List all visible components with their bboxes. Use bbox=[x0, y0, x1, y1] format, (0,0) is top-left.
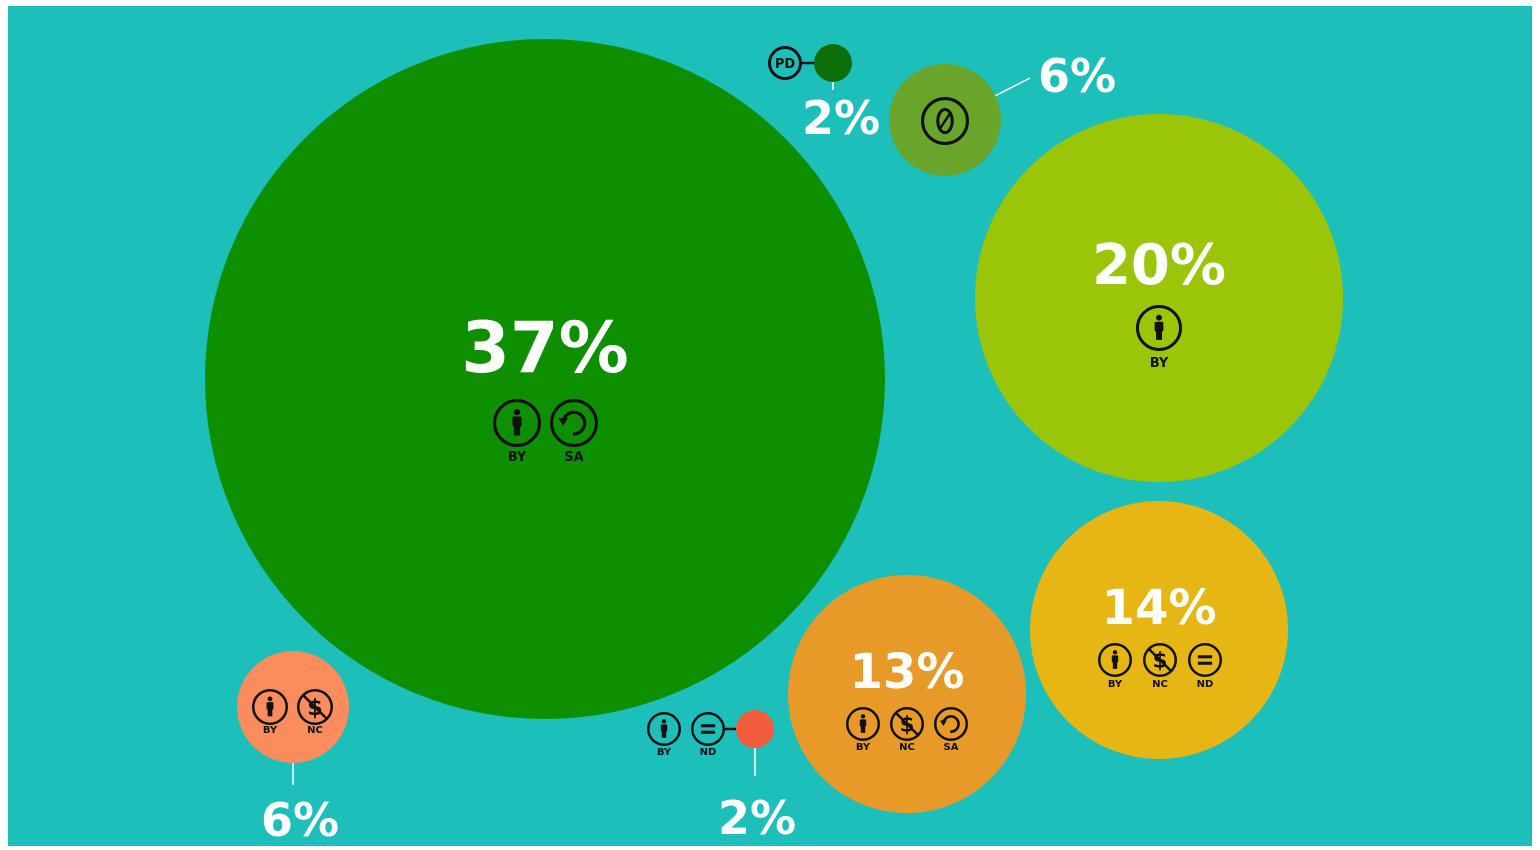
nd-bar-top bbox=[1197, 655, 1213, 659]
nc-icon: $ bbox=[297, 689, 333, 725]
icon-ring bbox=[846, 707, 880, 741]
person-legs bbox=[661, 730, 667, 738]
person-legs bbox=[860, 725, 866, 733]
icon-label: NC bbox=[899, 742, 915, 753]
bubble-by-nc-sa: 13% BY $NC SA bbox=[788, 575, 1026, 813]
sa-arrow bbox=[939, 720, 947, 726]
by-icon bbox=[492, 398, 541, 447]
icon-ring bbox=[549, 398, 598, 447]
person-body bbox=[859, 719, 867, 727]
value-label: 37% bbox=[461, 307, 629, 389]
by-icon bbox=[252, 689, 288, 725]
sa-arc bbox=[942, 715, 960, 733]
person-head bbox=[267, 696, 273, 702]
value-label: 2% bbox=[718, 791, 796, 845]
zero-ellipse bbox=[936, 107, 954, 135]
bubble bbox=[205, 39, 885, 719]
nd-bar-bottom bbox=[700, 730, 716, 734]
icon-ring bbox=[890, 707, 924, 741]
icon-label: NC bbox=[1152, 679, 1168, 690]
bubble bbox=[736, 710, 774, 748]
person-legs bbox=[1112, 661, 1118, 669]
bubble bbox=[1030, 501, 1288, 759]
bubble-pd: 2% PD bbox=[768, 44, 880, 145]
person-head bbox=[860, 714, 866, 719]
nd-icon bbox=[691, 712, 725, 746]
nd-bar-bottom bbox=[1197, 661, 1213, 665]
icon-label: PD bbox=[775, 57, 796, 72]
icon-ring bbox=[691, 712, 725, 746]
icon-label: BY bbox=[263, 725, 278, 736]
bubble-by: 20% BY bbox=[975, 114, 1343, 482]
icon-label: SA bbox=[564, 450, 583, 465]
icon-label: BY bbox=[1108, 679, 1123, 690]
icon-ring bbox=[1143, 643, 1177, 677]
sa-icon bbox=[549, 398, 598, 447]
icon-ring bbox=[934, 707, 968, 741]
bubble bbox=[975, 114, 1343, 482]
icon-label: ND bbox=[1197, 679, 1214, 690]
person-body bbox=[512, 416, 522, 427]
icon-label: ND bbox=[700, 747, 717, 758]
icon-ring bbox=[492, 398, 541, 447]
value-label: 6% bbox=[1038, 49, 1116, 103]
person-head bbox=[1112, 650, 1118, 655]
icon-ring bbox=[1135, 304, 1182, 351]
bubble-by-nd: 2% BY ND bbox=[647, 710, 796, 845]
icon-label: BY bbox=[856, 742, 871, 753]
zero-slash bbox=[939, 113, 951, 129]
bubble bbox=[788, 575, 1026, 813]
person-legs bbox=[267, 708, 273, 717]
icon-label: SA bbox=[944, 742, 959, 753]
nd-icon bbox=[1188, 643, 1222, 677]
icon-label: BY bbox=[657, 747, 672, 758]
person-head bbox=[513, 409, 521, 416]
by-icon bbox=[846, 707, 880, 741]
person-body bbox=[660, 724, 668, 732]
person-legs bbox=[513, 425, 521, 436]
nd-bar-top bbox=[700, 724, 716, 728]
nc-slash bbox=[894, 711, 920, 737]
icon-ring bbox=[920, 96, 969, 145]
pd-icon bbox=[768, 46, 802, 80]
sa-arrow bbox=[558, 418, 569, 426]
bubble-by-nc: 6% BY $NC bbox=[237, 651, 349, 847]
value-label: 13% bbox=[850, 644, 965, 700]
value-label: 14% bbox=[1102, 580, 1217, 636]
nc-icon: $ bbox=[1143, 643, 1177, 677]
nc-slash bbox=[301, 693, 329, 721]
by-icon bbox=[1135, 304, 1182, 351]
by-icon bbox=[647, 712, 681, 746]
nc-icon: $ bbox=[890, 707, 924, 741]
cc-zero-icon bbox=[920, 96, 969, 145]
icon-ring bbox=[297, 689, 333, 725]
bubble-by-sa: 37% BY SA bbox=[205, 39, 885, 719]
value-label: 2% bbox=[802, 91, 880, 145]
nc-slash bbox=[1147, 647, 1173, 673]
by-icon bbox=[1098, 643, 1132, 677]
person-head bbox=[661, 719, 667, 724]
person-head bbox=[1156, 314, 1162, 321]
person-body bbox=[1154, 321, 1164, 332]
icon-label: BY bbox=[1150, 356, 1169, 371]
bubble bbox=[237, 651, 349, 763]
icon-ring bbox=[252, 689, 288, 725]
bubble bbox=[814, 44, 852, 82]
icon-ring bbox=[647, 712, 681, 746]
value-label: 20% bbox=[1092, 233, 1226, 298]
sa-icon bbox=[934, 707, 968, 741]
bubble-by-nc-nd: 14% BY $ NC ND bbox=[1030, 501, 1288, 759]
sa-arc bbox=[561, 410, 587, 436]
person-body bbox=[266, 702, 274, 710]
person-body bbox=[1111, 655, 1119, 663]
person-legs bbox=[1156, 330, 1162, 340]
icon-ring bbox=[1188, 643, 1222, 677]
bubble-cc0: 6% bbox=[889, 49, 1116, 176]
icon-label: BY bbox=[508, 450, 527, 465]
icon-label: NC bbox=[307, 725, 323, 736]
icon-ring bbox=[1098, 643, 1132, 677]
value-label: 6% bbox=[261, 793, 339, 847]
